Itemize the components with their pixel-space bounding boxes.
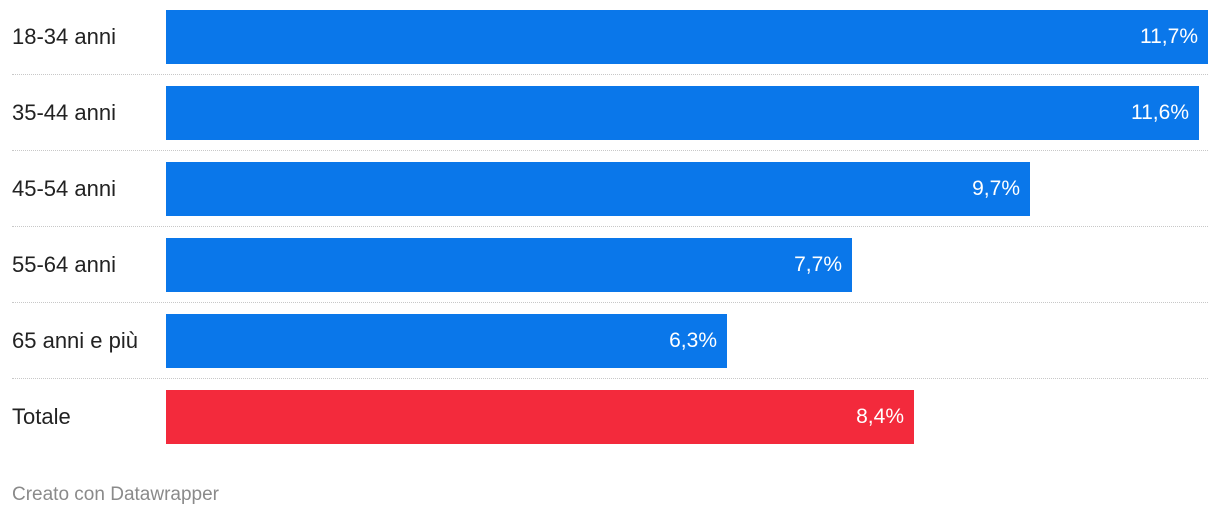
category-label: 55-64 anni [12, 252, 116, 277]
bar-row: 18-34 anni 11,7% [0, 10, 1220, 86]
bar: 7,7% [166, 238, 852, 292]
bar: 11,6% [166, 86, 1199, 140]
bar-value-label: 9,7% [972, 177, 1020, 200]
category-label: Totale [12, 404, 71, 429]
bar: 6,3% [166, 314, 727, 368]
category-label: 45-54 anni [12, 176, 116, 201]
bar-row: 55-64 anni 7,7% [0, 238, 1220, 314]
row-separator [12, 226, 1208, 227]
bar-chart: 18-34 anni 11,7% 35-44 anni 11,6% 45-54 anni… [0, 10, 1220, 444]
bar-value-label: 7,7% [794, 253, 842, 276]
category-label: 18-34 anni [12, 24, 116, 49]
bar-value-label: 8,4% [856, 405, 904, 428]
row-separator [12, 378, 1208, 379]
bar-row: 45-54 anni 9,7% [0, 162, 1220, 238]
bar-row: 65 anni e più 6,3% [0, 314, 1220, 390]
bar-row: 35-44 anni 11,6% [0, 86, 1220, 162]
bar-value-label: 11,6% [1131, 101, 1189, 124]
bar-value-label: 11,7% [1140, 25, 1198, 48]
row-separator [12, 302, 1208, 303]
category-label: 65 anni e più [12, 328, 138, 353]
bar: 9,7% [166, 162, 1030, 216]
bar-value-label: 6,3% [669, 329, 717, 352]
row-separator [12, 74, 1208, 75]
row-separator [12, 150, 1208, 151]
chart-credit: Creato con Datawrapper [12, 484, 219, 505]
bar-row: Totale 8,4% [0, 390, 1220, 466]
category-label: 35-44 anni [12, 100, 116, 125]
bar: 8,4% [166, 390, 914, 444]
bar: 11,7% [166, 10, 1208, 64]
